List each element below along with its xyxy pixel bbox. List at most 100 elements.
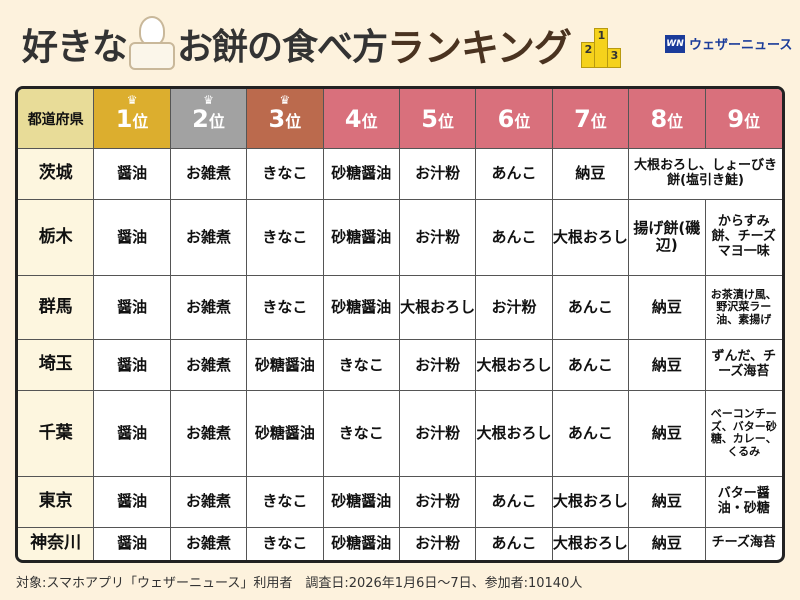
rank-cell: お汁粉 [399, 340, 477, 392]
header-rank-6: 6位 [476, 89, 553, 149]
rank-cell: あんこ [552, 391, 630, 477]
rank-cell: 大根おろし [399, 275, 477, 341]
rank-cell: あんこ [552, 275, 630, 341]
rank-cell: 大根おろし [476, 391, 553, 477]
rank-cell: お雑煮 [170, 200, 248, 276]
rank-cell: 砂糖醤油 [323, 476, 400, 528]
rank-cell: きなこ [247, 200, 324, 276]
rank-cell: 納豆 [629, 340, 706, 392]
header-rank-4: 4位 [323, 89, 400, 149]
rank-cell: 砂糖醤油 [323, 275, 400, 341]
rank-cell: お雑煮 [170, 340, 248, 392]
rank-cell: きなこ [323, 340, 400, 392]
table-row: 埼玉 醤油 お雑煮 砂糖醤油 きなこ お汁粉 大根おろし あんこ 納豆 ずんだ、チーズ海苔 [18, 340, 782, 392]
rank-cell: お雑煮 [171, 527, 248, 560]
rank-cell: お汁粉 [400, 527, 477, 560]
rank-cell: きなこ [247, 476, 324, 528]
crown-icon: ♛ [203, 93, 214, 107]
rank-cell: ベーコンチーズ、バター砂糖、カレー、くるみ [705, 391, 782, 477]
rank-cell: お汁粉 [399, 476, 477, 528]
header-pref: 都道府県 [18, 89, 95, 149]
rank-cell: お雑煮 [170, 149, 248, 201]
page-title: 好きな お餅の食べ方 ランキング 1 2 3 [22, 14, 621, 74]
pref-cell: 神奈川 [18, 527, 95, 560]
rank-cell: 醤油 [94, 476, 171, 528]
rank-cell: お汁粉 [399, 200, 477, 276]
rank-cell: 醤油 [94, 149, 171, 201]
rank-cell: からすみ餅、チーズマヨ一味 [705, 200, 782, 276]
rank-cell: 醤油 [94, 391, 171, 477]
rank-cell: 大根おろし [476, 340, 553, 392]
rank-cell: 砂糖醤油 [323, 149, 400, 201]
rank-cell: お雑煮 [170, 476, 248, 528]
crown-icon: ♛ [279, 93, 291, 107]
rank-cell: あんこ [476, 476, 553, 528]
rank-cell: きなこ [323, 391, 400, 477]
rank-cell: きなこ [247, 275, 324, 341]
rank-cell: 納豆 [552, 149, 630, 201]
rank-cell: 納豆 [629, 476, 706, 528]
rank-cell: 砂糖醤油 [247, 340, 324, 392]
rank-cell: チーズ海苔 [711, 535, 776, 551]
podium-icon: 1 2 3 [580, 20, 621, 68]
rank-cell: お雑煮 [170, 391, 248, 477]
pref-cell: 埼玉 [18, 340, 95, 392]
rank-cell: 揚げ餅(磯辺) [629, 200, 706, 276]
rank-cell: 醤油 [94, 275, 171, 341]
rank-cell: 納豆 [629, 527, 706, 560]
rank-cell: 醤油 [94, 200, 171, 276]
rank-cell: あんこ [476, 149, 553, 201]
header-rank-8: 8位 [629, 89, 706, 149]
table-row: 千葉 醤油 お雑煮 砂糖醤油 きなこ お汁粉 大根おろし あんこ 納豆 ベーコンチーズ、バター砂糖… [18, 391, 782, 477]
crown-icon: ♛ [126, 93, 138, 107]
pref-cell: 茨城 [18, 149, 95, 201]
rank-cell: 醤油 [94, 527, 171, 560]
ranking-table: 都道府県 ♛ 1位 ♛ 2位 ♛ 3位 4位 5位 6位 7位 8位 9位 茨城 醤油 お雑煮 きなこ 砂糖醤油… [15, 86, 785, 563]
rank-cell: 大根おろし [552, 200, 630, 276]
weathernews-logo: WN ウェザーニュース [665, 34, 792, 53]
rank-cell: 大根おろし、しょーびき餅(塩引き鮭) [629, 149, 782, 201]
rank-cell: あんこ [476, 527, 553, 560]
header-rank-7: 7位 [552, 89, 630, 149]
rank-cell: あんこ [552, 340, 630, 392]
header-rank-1: ♛ 1位 [94, 89, 171, 149]
table-row: 群馬 醤油 お雑煮 きなこ 砂糖醤油 大根おろし お汁粉 あんこ 納豆 お茶漬け風、野沢菜ラー油、… [18, 275, 782, 341]
rank-cell: きなこ [247, 527, 324, 560]
logo-text: ウェザーニュース [689, 38, 793, 53]
header-rank-9: 9位 [705, 89, 782, 149]
rank-cell: 大根おろし [552, 476, 630, 528]
rank-cell: 砂糖醤油 [323, 200, 400, 276]
rank-cell: お茶漬け風、野沢菜ラー油、素揚げ [705, 276, 782, 341]
table-row: 東京 醤油 お雑煮 きなこ 砂糖醤油 お汁粉 あんこ 大根おろし 納豆 バター醤油・砂糖 [18, 476, 782, 528]
pref-cell: 千葉 [18, 391, 95, 477]
rank-cell: バター醤油・砂糖 [705, 477, 782, 528]
rank-cell: 醤油 [94, 340, 171, 392]
rank-cell: 大根おろし [553, 527, 630, 560]
footer-note: 対象:スマホアプリ「ウェザーニュース」利用者 調査日:2026年1月6日〜7日、… [16, 576, 583, 591]
rank-cell: あんこ [476, 200, 553, 276]
title-part2: お餅の食べ方 [177, 27, 388, 68]
rank-cell: 砂糖醤油 [324, 527, 400, 560]
pref-cell: 東京 [18, 476, 95, 528]
header-rank-2: ♛ 2位 [170, 89, 248, 149]
pref-cell: 群馬 [18, 275, 95, 341]
header-rank-5: 5位 [399, 89, 477, 149]
rank-cell: ずんだ、チーズ海苔 [705, 340, 782, 392]
title-part1: 好きな [22, 27, 128, 68]
pref-cell: 栃木 [18, 200, 95, 276]
rank-cell: お汁粉 [399, 149, 477, 201]
header-rank-3: ♛ 3位 [247, 89, 324, 149]
table-row: 栃木 醤油 お雑煮 きなこ 砂糖醤油 お汁粉 あんこ 大根おろし 揚げ餅(磯辺) からすみ餅、チー… [18, 200, 782, 276]
rank-cell: きなこ [247, 149, 324, 201]
title-part3: ランキング [387, 24, 572, 70]
rank-cell: お雑煮 [170, 275, 248, 341]
rank-cell: 納豆 [629, 275, 706, 341]
rank-cell: お汁粉 [476, 275, 553, 341]
table-row: 茨城 醤油 お雑煮 きなこ 砂糖醤油 お汁粉 あんこ 納豆 大根おろし、しょーびき餅(塩引き鮭) [18, 149, 782, 201]
rank-cell: 砂糖醤油 [247, 391, 324, 477]
mochi-icon [129, 16, 176, 72]
rank-cell: 納豆 [629, 391, 706, 477]
table-row: 神奈川 醤油 お雑煮 きなこ 砂糖醤油 お汁粉 あんこ 大根おろし 納豆 チーズ海苔 [18, 527, 782, 560]
rank-cell: お汁粉 [399, 391, 477, 477]
logo-mark: WN [665, 34, 685, 53]
